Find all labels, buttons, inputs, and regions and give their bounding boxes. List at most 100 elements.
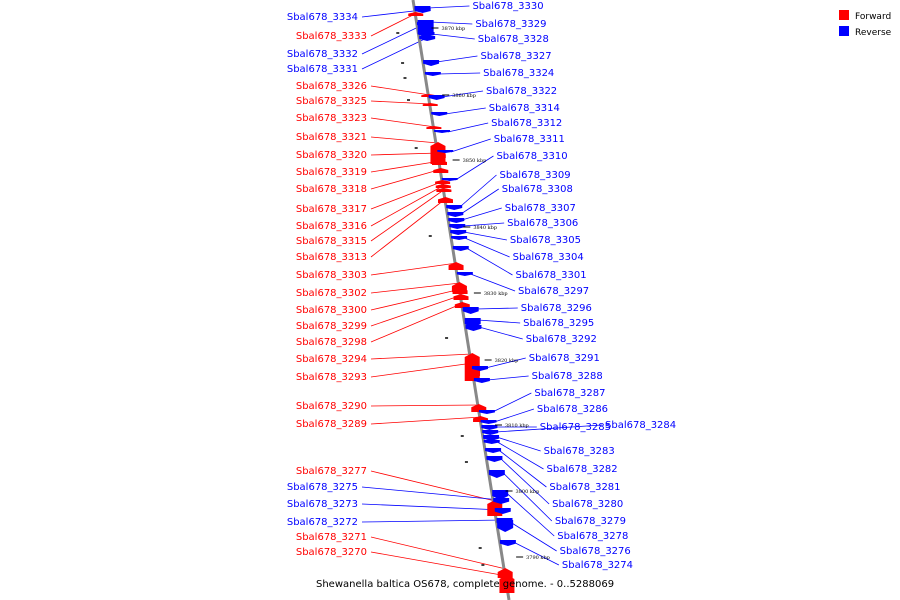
leader-line — [436, 55, 478, 63]
gene-label-forward: Sbal678_3313 — [296, 252, 367, 263]
reverse-gene — [465, 325, 482, 331]
leader-line — [455, 155, 494, 181]
leader-line — [497, 441, 544, 470]
reverse-gene — [434, 130, 451, 133]
leader-line — [370, 470, 496, 502]
forward-gene — [448, 262, 464, 270]
gene-label-reverse: Sbal678_3329 — [475, 19, 546, 30]
reverse-gene — [414, 6, 431, 12]
gene-label-reverse: Sbal678_3281 — [549, 482, 620, 493]
gene-label-reverse: Sbal678_3332 — [287, 49, 358, 60]
gene-label-reverse: Sbal678_3282 — [547, 464, 618, 475]
tick-label: 3830 kbp — [484, 291, 508, 297]
gene-label-forward: Sbal678_3302 — [296, 288, 367, 299]
gene-label-reverse: Sbal678_3287 — [534, 388, 605, 399]
reverse-gene — [441, 178, 458, 181]
gene-label-reverse: Sbal678_3278 — [557, 531, 628, 542]
gene-label-reverse: Sbal678_3292 — [526, 334, 597, 345]
leader-line — [438, 72, 481, 75]
leader-line — [370, 294, 463, 327]
gene-label-reverse: Sbal678_3285 — [540, 422, 611, 433]
gene-label-forward: Sbal678_3277 — [296, 466, 367, 477]
gene-label-reverse: Sbal678_3273 — [287, 499, 358, 510]
leader-line — [361, 9, 423, 18]
leader-line — [442, 90, 484, 98]
leader-line — [461, 207, 502, 221]
gene-label-reverse: Sbal678_3309 — [499, 170, 570, 181]
gene-label-forward: Sbal678_3294 — [296, 354, 367, 365]
gene-label-reverse: Sbal678_3312 — [491, 118, 562, 129]
leader-line — [460, 188, 499, 215]
leader-line — [459, 174, 497, 208]
leader-line — [370, 536, 506, 570]
leader-line — [505, 491, 555, 537]
forward-gene — [435, 180, 451, 184]
leader-line — [370, 288, 462, 311]
reverse-gene — [471, 366, 488, 371]
reverse-gene — [497, 520, 514, 532]
gene-label-forward: Sbal678_3319 — [296, 167, 367, 178]
gene-label-reverse: Sbal678_3328 — [478, 34, 549, 45]
tick-label: 3790 kbp — [526, 555, 550, 561]
leader-line — [370, 168, 442, 190]
gene-label-forward: Sbal678_3318 — [296, 184, 367, 195]
legend: Forward Reverse — [839, 10, 892, 38]
gene-label-forward: Sbal678_3316 — [296, 221, 367, 232]
gene-label-reverse: Sbal678_3324 — [483, 68, 554, 79]
reverse-gene — [488, 470, 505, 478]
leader-line — [513, 541, 560, 566]
leader-line — [487, 375, 529, 381]
leader-line — [361, 37, 427, 70]
reverse-gene — [480, 420, 497, 424]
leader-line — [444, 107, 486, 115]
gene-label-forward: Sbal678_3300 — [296, 305, 367, 316]
forward-gene — [422, 103, 438, 106]
gene-label-forward: Sbal678_3320 — [296, 150, 367, 161]
leader-line — [370, 262, 457, 276]
legend-forward-label: Forward — [855, 12, 891, 22]
forward-gene — [499, 575, 515, 593]
leader-line — [370, 188, 446, 242]
reverse-gene — [478, 410, 495, 414]
forward-gene — [454, 302, 470, 308]
reverse-gene — [418, 32, 435, 37]
leader-line — [370, 353, 472, 360]
reverse-gene — [446, 205, 463, 210]
legend-forward-swatch — [839, 10, 849, 20]
reverse-gene — [449, 224, 466, 229]
tick-label: 3820 kbp — [495, 358, 519, 364]
leader-lines — [361, 5, 603, 577]
legend-reverse-swatch — [839, 26, 849, 36]
gene-label-reverse: Sbal678_3331 — [287, 64, 358, 75]
forward-gene — [408, 12, 424, 16]
leader-line — [370, 136, 438, 144]
leader-line — [370, 184, 445, 227]
leader-line — [361, 519, 504, 523]
tick-label: 3860 kbp — [452, 93, 476, 99]
leader-line — [509, 521, 557, 552]
gene-label-reverse: Sbal678_3279 — [555, 516, 626, 527]
gene-label-forward: Sbal678_3326 — [296, 81, 367, 92]
leader-line — [476, 307, 518, 310]
gene-labels: Sbal678_3333 Sbal678_3326 Sbal678_3325 Sbal… — [287, 1, 676, 571]
genome-caption: Shewanella baltica OS678, complete genom… — [316, 579, 614, 590]
gene-label-reverse: Sbal678_3310 — [496, 151, 567, 162]
leader-line — [370, 180, 444, 210]
leader-line — [370, 197, 447, 258]
leader-line — [494, 408, 535, 423]
leader-line — [370, 282, 461, 294]
leader-line — [370, 551, 508, 577]
leader-line — [361, 23, 425, 55]
gene-label-reverse: Sbal678_3295 — [523, 318, 594, 329]
leader-line — [477, 319, 521, 324]
leader-line — [370, 362, 473, 378]
gene-label-reverse: Sbal678_3272 — [287, 517, 358, 528]
reverse-gene — [499, 540, 516, 546]
leader-line — [496, 436, 541, 452]
gene-label-reverse: Sbal678_3330 — [472, 1, 543, 12]
leader-line — [466, 247, 513, 276]
reverse-gene — [450, 230, 467, 235]
gene-label-forward: Sbal678_3323 — [296, 113, 367, 124]
legend-reverse-label: Reverse — [855, 28, 892, 38]
reverse-gene — [492, 490, 509, 500]
